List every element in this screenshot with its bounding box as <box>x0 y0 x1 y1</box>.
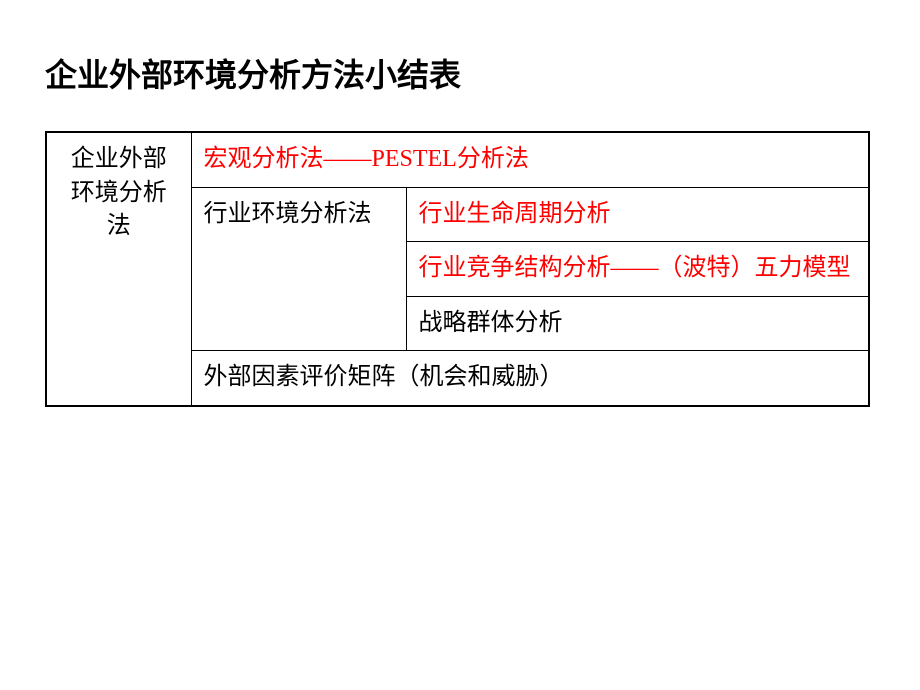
row5-external-matrix: 外部因素评价矩阵（机会和威胁） <box>191 351 869 406</box>
row1-macro-analysis: 宏观分析法——PESTEL分析法 <box>191 132 869 187</box>
row2-industry-env: 行业环境分析法 <box>191 187 406 351</box>
row3-porter: 行业竞争结构分析——（波特）五力模型 <box>406 242 869 297</box>
page-title: 企业外部环境分析方法小结表 <box>45 50 875 96</box>
summary-table: 企业外部环境分析法 宏观分析法——PESTEL分析法 行业环境分析法 行业生命周… <box>45 131 870 407</box>
row4-strategic-group: 战略群体分析 <box>406 296 869 351</box>
col1-main-label: 企业外部环境分析法 <box>46 132 191 406</box>
row2-lifecycle: 行业生命周期分析 <box>406 187 869 242</box>
